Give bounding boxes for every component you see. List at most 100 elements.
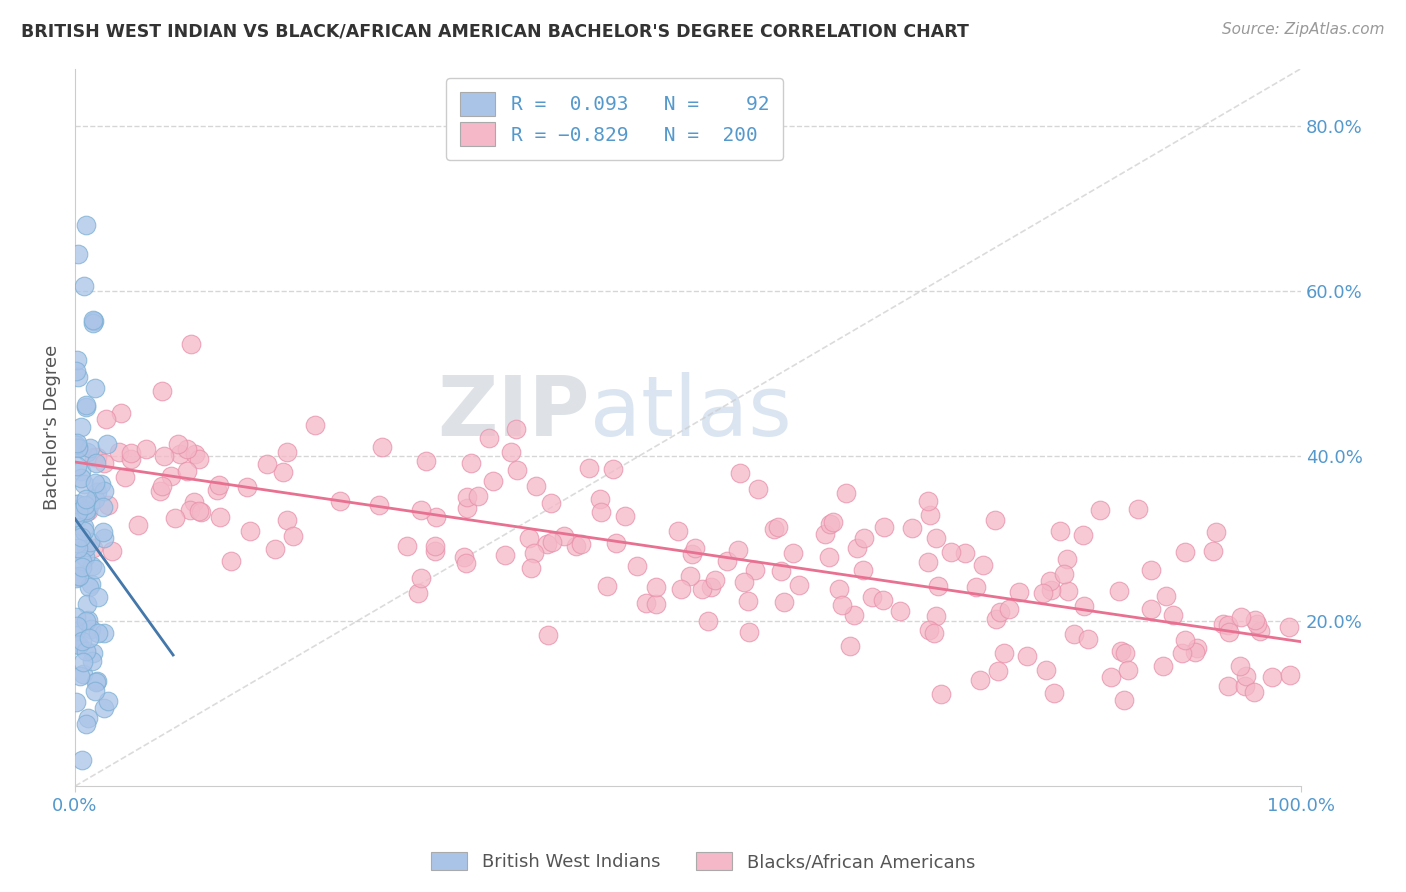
Point: [1108, 583, 1130, 598]
Point: [176, 465, 198, 479]
Point: [94, 412, 117, 426]
Point: [73, 550, 96, 565]
Point: [281, 529, 304, 543]
Point: [872, 592, 894, 607]
Point: [167, 437, 190, 451]
Point: [82, 646, 104, 660]
Point: [523, 546, 546, 560]
Point: [505, 463, 527, 477]
Point: [737, 593, 759, 607]
Point: [517, 531, 540, 545]
Point: [1116, 663, 1139, 677]
Point: [114, 469, 136, 483]
Point: [1212, 617, 1234, 632]
Point: [66, 541, 89, 555]
Point: [415, 454, 437, 468]
Point: [941, 545, 963, 559]
Point: [924, 625, 946, 640]
Point: [82, 312, 104, 326]
Point: [72, 560, 94, 574]
Point: [1049, 524, 1071, 538]
Point: [1057, 583, 1080, 598]
Point: [831, 598, 853, 612]
Point: [67, 501, 90, 516]
Point: [101, 544, 124, 558]
Point: [83, 450, 105, 464]
Point: [86, 673, 108, 688]
Point: [578, 461, 600, 475]
Point: [75, 492, 97, 507]
Point: [852, 531, 875, 545]
Point: [460, 456, 482, 470]
Point: [1088, 502, 1111, 516]
Point: [984, 612, 1007, 626]
Point: [681, 547, 703, 561]
Point: [456, 500, 478, 515]
Point: [845, 541, 868, 555]
Point: [988, 605, 1011, 619]
Point: [1205, 524, 1227, 539]
Point: [84, 475, 107, 490]
Point: [65, 610, 87, 624]
Point: [747, 482, 769, 496]
Point: [478, 431, 501, 445]
Point: [67, 441, 90, 455]
Point: [207, 478, 229, 492]
Point: [367, 498, 389, 512]
Point: [889, 604, 911, 618]
Point: [602, 462, 624, 476]
Point: [86, 450, 108, 465]
Point: [70, 471, 93, 485]
Point: [969, 673, 991, 687]
Point: [1243, 685, 1265, 699]
Point: [69, 569, 91, 583]
Point: [456, 490, 478, 504]
Point: [1216, 618, 1239, 632]
Point: [110, 406, 132, 420]
Point: [93, 626, 115, 640]
Point: [70, 554, 93, 568]
Point: [453, 550, 475, 565]
Point: [1216, 679, 1239, 693]
Point: [744, 563, 766, 577]
Point: [773, 595, 796, 609]
Point: [86, 590, 108, 604]
Point: [67, 569, 90, 583]
Point: [65, 571, 87, 585]
Point: [76, 445, 98, 459]
Point: [72, 666, 94, 681]
Point: [84, 491, 107, 506]
Point: [72, 656, 94, 670]
Point: [540, 496, 562, 510]
Point: [1063, 627, 1085, 641]
Point: [925, 608, 948, 623]
Point: [97, 693, 120, 707]
Point: [67, 638, 90, 652]
Point: [184, 447, 207, 461]
Point: [838, 639, 860, 653]
Point: [256, 458, 278, 472]
Point: [75, 398, 97, 412]
Point: [1185, 641, 1208, 656]
Point: [690, 582, 713, 596]
Point: [1260, 669, 1282, 683]
Point: [76, 614, 98, 628]
Point: [93, 456, 115, 470]
Point: [482, 475, 505, 489]
Point: [762, 522, 785, 536]
Point: [75, 400, 97, 414]
Point: [541, 535, 564, 549]
Point: [65, 497, 87, 511]
Point: [986, 665, 1008, 679]
Point: [77, 711, 100, 725]
Point: [73, 520, 96, 534]
Point: [77, 613, 100, 627]
Point: [82, 316, 104, 330]
Point: [66, 352, 89, 367]
Point: [467, 489, 489, 503]
Point: [83, 314, 105, 328]
Point: [704, 573, 727, 587]
Point: [219, 554, 242, 568]
Point: [821, 516, 844, 530]
Point: [207, 483, 229, 497]
